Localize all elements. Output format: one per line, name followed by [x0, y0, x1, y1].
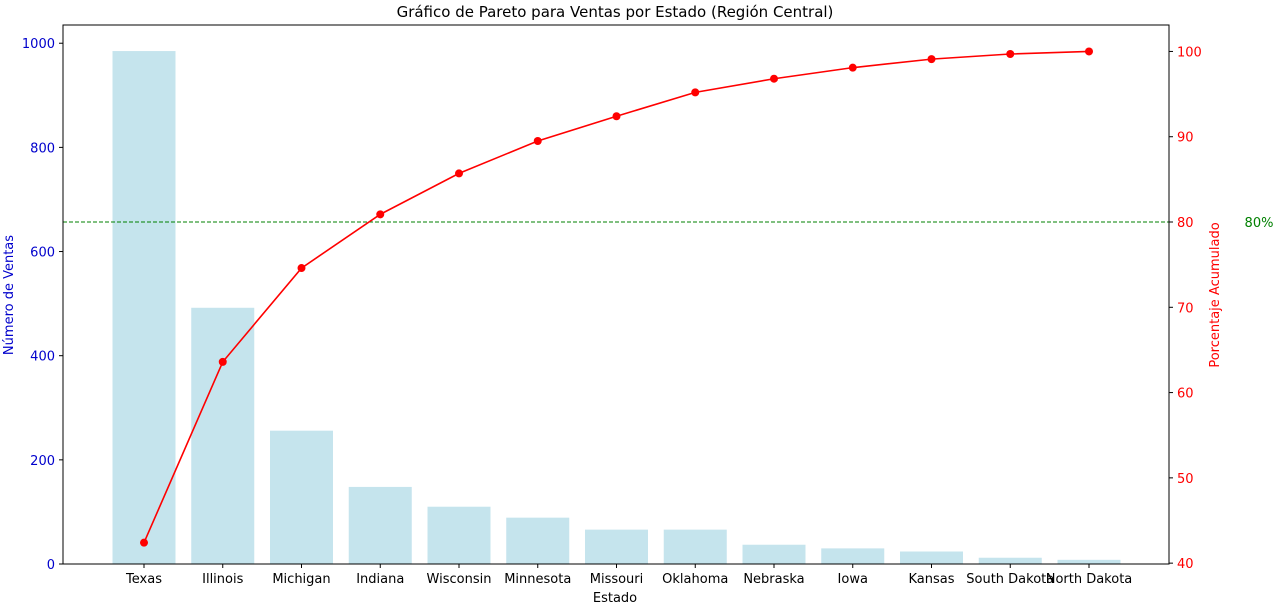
- x-tick-label: Indiana: [356, 572, 404, 587]
- bar-north-dakota: [1057, 559, 1121, 564]
- cumulative-point-minnesota: [533, 136, 542, 145]
- reference-line-label: 80%: [1245, 216, 1274, 231]
- cumulative-point-wisconsin: [455, 169, 463, 178]
- x-tick-label: Michigan: [272, 572, 330, 587]
- cumulative-point-kansas: [927, 55, 936, 64]
- y-tick-right-label: 70: [1177, 301, 1194, 316]
- chart-title: Gráfico de Pareto para Ventas por Estado…: [397, 3, 834, 21]
- bar-texas: [112, 51, 176, 565]
- y-tick-left-label: 800: [30, 141, 55, 156]
- x-tick-label: Wisconsin: [427, 572, 492, 587]
- x-tick-label: South Dakota: [966, 572, 1054, 587]
- cumulative-point-missouri: [612, 112, 621, 121]
- x-tick-label: Kansas: [908, 572, 954, 587]
- x-tick-label: North Dakota: [1046, 572, 1133, 587]
- x-tick-label: Texas: [125, 572, 162, 587]
- cumulative-point-michigan: [297, 264, 306, 273]
- y-axis-left-label: Número de Ventas: [2, 235, 17, 355]
- bar-indiana: [348, 486, 412, 564]
- bar-series: [112, 51, 1121, 565]
- cumulative-point-iowa: [848, 63, 857, 72]
- y-ticks-left: 0 200 400 600 800 1000: [22, 37, 63, 573]
- y-axis-right-label: Porcentaje Acumulado: [1208, 222, 1223, 367]
- bar-iowa: [821, 548, 885, 564]
- bar-south-dakota: [978, 557, 1042, 564]
- x-tick-label: Missouri: [590, 572, 644, 587]
- reference-line-group: 80%: [63, 216, 1273, 231]
- cumulative-point-illinois: [218, 357, 227, 366]
- y-tick-right-label: 40: [1177, 557, 1194, 572]
- y-tick-left-label: 600: [30, 246, 55, 261]
- x-tick-label: Illinois: [202, 572, 243, 587]
- cumulative-point-oklahoma: [691, 88, 700, 97]
- x-tick-label: Iowa: [838, 572, 868, 587]
- cumulative-point-north-dakota: [1085, 47, 1093, 56]
- cumulative-point-texas: [140, 538, 148, 547]
- y-tick-right-label: 50: [1177, 472, 1194, 487]
- y-tick-right-label: 90: [1177, 131, 1194, 146]
- bar-nebraska: [742, 544, 806, 564]
- bar-minnesota: [506, 517, 570, 564]
- cumulative-point-south-dakota: [1006, 49, 1015, 58]
- y-tick-right-label: 80: [1177, 216, 1194, 231]
- y-tick-left-label: 0: [47, 558, 55, 573]
- x-ticks: Texas Illinois Michigan Indiana Wisconsin Min…: [125, 564, 1132, 587]
- bar-michigan: [270, 430, 333, 564]
- x-tick-label: Oklahoma: [662, 572, 728, 587]
- cumulative-point-indiana: [376, 210, 385, 219]
- x-axis-label: Estado: [593, 591, 637, 606]
- y-tick-left-label: 1000: [22, 37, 55, 52]
- bar-illinois: [191, 307, 255, 564]
- bar-oklahoma: [663, 529, 727, 564]
- y-tick-right-label: 100: [1177, 45, 1202, 60]
- y-tick-left-label: 400: [30, 350, 55, 365]
- y-tick-left-label: 200: [30, 454, 55, 469]
- bar-kansas: [900, 551, 963, 564]
- cumulative-point-nebraska: [770, 74, 778, 83]
- y-ticks-right: 40 50 60 70 80 90 100: [1169, 45, 1202, 572]
- x-tick-label: Minnesota: [504, 572, 571, 587]
- cumulative-line-series: [140, 47, 1093, 547]
- bar-wisconsin: [427, 506, 491, 564]
- y-tick-right-label: 60: [1177, 387, 1194, 402]
- x-tick-label: Nebraska: [743, 572, 804, 587]
- bar-missouri: [585, 529, 648, 564]
